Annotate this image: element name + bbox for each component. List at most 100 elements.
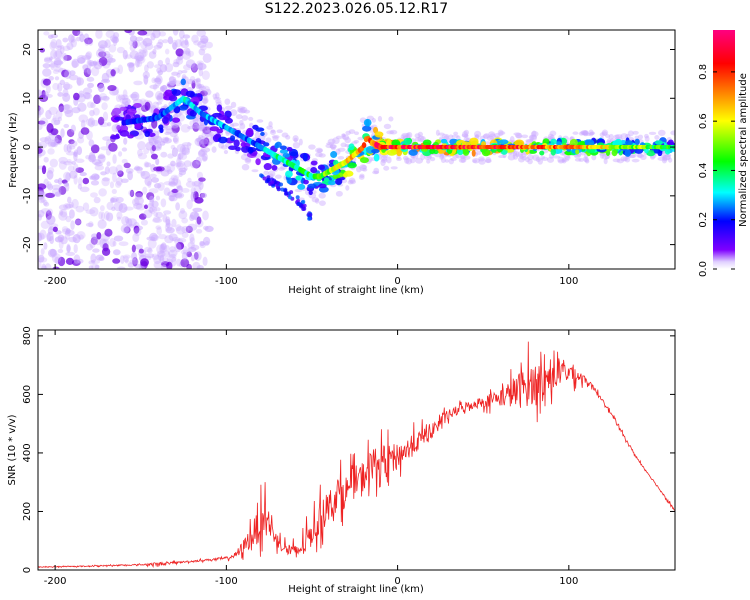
spectrogram-cell — [164, 89, 173, 97]
spectrogram-noise-cell — [90, 102, 96, 109]
spectrogram-noise-cell — [75, 158, 85, 163]
spectrogram-noise-cell — [166, 255, 177, 263]
spectrogram-halo-cell — [335, 190, 343, 197]
spectrogram-halo-cell — [173, 113, 178, 119]
spectrogram-noise-cell — [111, 188, 117, 195]
spectrogram-noise-cell — [128, 62, 135, 73]
spectrogram-cell — [307, 183, 317, 189]
spectrogram-halo-cell — [515, 134, 523, 139]
spectrogram-noise-cell — [133, 55, 144, 60]
spectrogram-noise-cell — [51, 184, 62, 191]
spectrogram-branch-cell — [288, 195, 293, 200]
spectrogram-halo-cell — [584, 159, 590, 164]
spectrogram-noise-cell — [151, 177, 160, 183]
spectrogram-noise-cell — [43, 201, 50, 207]
spectrogram-halo-cell — [521, 151, 527, 158]
spectrogram-noise-cell — [109, 237, 116, 248]
spectrogram-noise-cell — [72, 30, 81, 37]
spectrogram-halo-cell — [435, 129, 440, 136]
spectrogram-noise-cell — [45, 84, 51, 94]
spectrogram-halo-cell — [478, 156, 485, 162]
spectrogram-halo-cell — [198, 124, 206, 130]
spectrogram-noise-cell — [155, 211, 164, 219]
spectrogram-noise-cell — [93, 94, 101, 105]
spectrogram-cell — [279, 145, 287, 150]
spectrogram-noise-cell — [52, 226, 58, 232]
spectrogram-halo-cell — [405, 132, 411, 140]
spectrogram-noise-cell — [160, 198, 167, 208]
spectrogram-noise-cell — [53, 141, 58, 148]
spectrogram-halo-cell — [281, 132, 289, 138]
spectrogram-cell — [308, 190, 313, 196]
spectrogram-cell — [611, 149, 618, 157]
spectrogram-halo-cell — [578, 157, 584, 162]
spectrogram-noise-cell — [43, 31, 50, 36]
spectrogram-halo-cell — [472, 159, 478, 163]
spectrogram-noise-cell — [172, 137, 178, 143]
spectrogram-noise-cell — [131, 251, 137, 261]
spectrogram-noise-cell — [180, 40, 190, 49]
spectrogram-noise-cell — [117, 64, 124, 75]
spectrogram-noise-cell — [82, 202, 90, 212]
spectrogram-noise-cell — [63, 54, 72, 61]
spectrogram-halo-cell — [540, 155, 546, 160]
spectrogram-noise-cell — [113, 235, 124, 242]
spectrogram-halo-cell — [381, 154, 388, 162]
spectrogram-halo-cell — [169, 131, 178, 138]
spectrogram-halo-cell — [239, 122, 246, 130]
spectrogram-noise-cell — [148, 188, 159, 194]
spectrogram-halo-cell — [657, 129, 666, 137]
spectrogram-halo-cell — [563, 155, 571, 159]
spectrogram-noise-cell — [129, 259, 139, 265]
spectrogram-noise-cell — [62, 92, 71, 103]
spectrogram-halo-cell — [526, 154, 534, 161]
spectrogram-halo-cell — [409, 158, 416, 164]
spectrogram-noise-cell — [192, 159, 201, 169]
spectrogram-halo-cell — [292, 141, 300, 149]
spectrogram-noise-cell — [165, 261, 173, 269]
spectrogram-noise-cell — [143, 148, 150, 155]
spectrogram-noise-cell — [66, 158, 72, 164]
spectrogram-noise-cell — [181, 225, 190, 234]
spectrogram-noise-cell — [42, 199, 48, 206]
spectrogram-halo-cell — [493, 132, 501, 138]
spectrogram-noise-cell — [120, 178, 129, 184]
spectrogram-noise-cell — [202, 126, 212, 135]
spectrogram-noise-cell — [91, 119, 100, 127]
spectrogram-noise-cell — [137, 148, 143, 157]
spectrogram-noise-cell — [107, 57, 116, 63]
spectrogram-noise-cell — [38, 109, 42, 118]
spectrogram-branch-cell — [289, 190, 294, 195]
spectrogram-noise-cell — [147, 247, 153, 254]
spectrogram-halo-cell — [406, 132, 413, 139]
spectrogram-noise-cell — [66, 143, 72, 153]
spectrogram-halo-cell — [285, 135, 291, 140]
spectrogram-noise-cell — [144, 176, 153, 187]
spectrogram-halo-cell — [337, 147, 346, 152]
spectrogram-halo-cell — [581, 130, 589, 135]
spectrogram-noise-cell — [198, 48, 206, 56]
spectrogram-cell — [246, 127, 254, 136]
spectrogram-cell — [295, 175, 301, 181]
spectrogram-noise-cell — [190, 254, 195, 262]
spectrogram-noise-cell — [167, 153, 174, 159]
spectrogram-noise-cell — [164, 235, 174, 244]
spectrogram-noise-cell — [104, 210, 110, 221]
y-tick-label: -20 — [22, 236, 33, 252]
spectrogram-noise-cell — [47, 183, 53, 191]
spectrogram-noise-cell — [133, 202, 143, 210]
spectrogram-noise-cell — [191, 180, 200, 187]
spectrogram-cell — [286, 146, 293, 152]
spectrogram-noise-cell — [177, 153, 182, 161]
spectrogram-noise-cell — [135, 36, 144, 42]
spectrogram-noise-cell — [92, 248, 100, 253]
spectrogram-halo-cell — [311, 197, 319, 203]
spectrogram-cell — [362, 125, 372, 132]
spectrogram-cell — [440, 138, 448, 144]
spectrogram-cell — [386, 149, 397, 156]
spectrogram-noise-cell — [155, 225, 162, 230]
spectrogram-halo-cell — [337, 156, 345, 160]
spectrogram-noise-cell — [152, 48, 157, 55]
spectrogram-noise-cell — [90, 236, 98, 245]
spectrogram-noise-cell — [108, 44, 117, 53]
